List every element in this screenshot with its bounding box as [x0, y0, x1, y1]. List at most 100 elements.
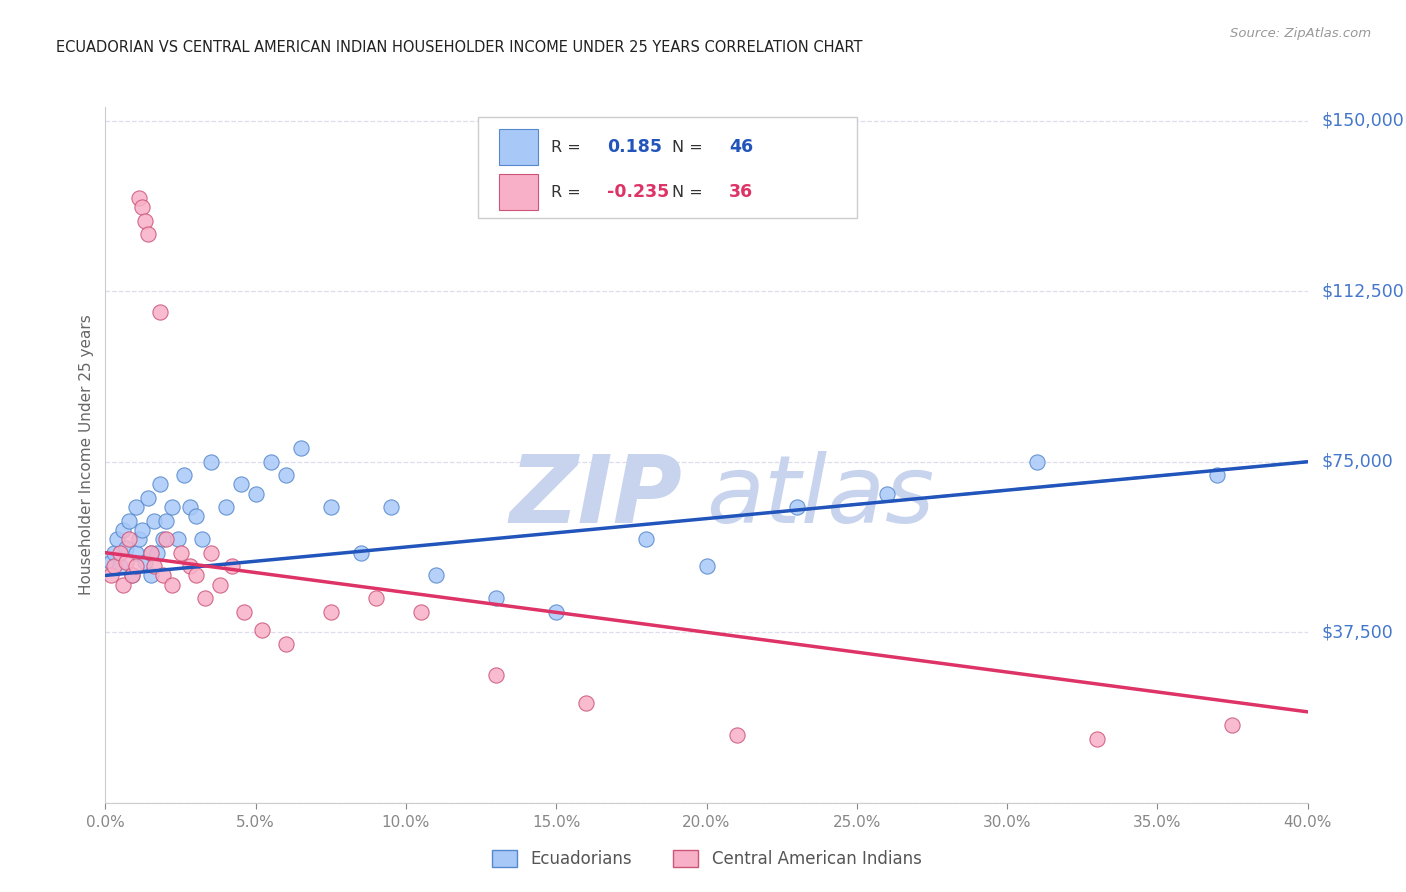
Point [274, 637, 297, 651]
Point [636, 532, 658, 546]
Point [229, 477, 252, 491]
Text: ECUADORIAN VS CENTRAL AMERICAN INDIAN HOUSEHOLDER INCOME UNDER 25 YEARS CORRELAT: ECUADORIAN VS CENTRAL AMERICAN INDIAN HO… [56, 40, 863, 55]
Text: -0.235: -0.235 [607, 184, 669, 202]
Text: $112,500: $112,500 [1322, 282, 1405, 301]
Point [232, 605, 254, 619]
Point [214, 500, 236, 515]
Point [200, 455, 222, 469]
Point [184, 568, 207, 582]
Text: atlas: atlas [707, 451, 935, 542]
Point [696, 559, 718, 574]
Point [128, 532, 150, 546]
Point [160, 500, 183, 515]
Text: N =: N = [672, 185, 707, 200]
Text: 46: 46 [730, 138, 754, 156]
Point [364, 591, 387, 606]
Text: 0.185: 0.185 [607, 138, 662, 156]
Point [208, 577, 231, 591]
Point [155, 514, 177, 528]
Point [100, 555, 122, 569]
Point [139, 568, 162, 582]
Point [139, 546, 162, 560]
Point [136, 227, 159, 242]
Point [100, 568, 122, 582]
Text: $150,000: $150,000 [1322, 112, 1405, 129]
Point [194, 591, 217, 606]
Point [128, 191, 150, 205]
FancyBboxPatch shape [478, 118, 856, 219]
Point [134, 555, 156, 569]
Point [173, 468, 195, 483]
Point [725, 728, 748, 742]
Point [425, 568, 447, 582]
Text: $75,000: $75,000 [1322, 453, 1393, 471]
Point [115, 555, 138, 569]
Text: ZIP: ZIP [509, 450, 682, 542]
Point [124, 559, 146, 574]
Point [152, 568, 174, 582]
Point [112, 577, 135, 591]
Point [110, 546, 132, 560]
FancyBboxPatch shape [499, 129, 538, 165]
Point [142, 514, 165, 528]
Point [148, 304, 170, 318]
Point [118, 532, 141, 546]
Point [184, 509, 207, 524]
Legend: Ecuadorians, Central American Indians: Ecuadorians, Central American Indians [485, 843, 928, 874]
Point [485, 591, 508, 606]
Point [155, 532, 177, 546]
Point [124, 546, 146, 560]
Point [245, 486, 267, 500]
Point [124, 500, 146, 515]
Point [131, 200, 153, 214]
Point [160, 577, 183, 591]
Point [115, 541, 138, 556]
Y-axis label: Householder Income Under 25 years: Householder Income Under 25 years [79, 315, 94, 595]
Point [350, 546, 373, 560]
Point [250, 623, 273, 637]
Point [112, 523, 135, 537]
Point [131, 523, 153, 537]
Point [319, 605, 342, 619]
FancyBboxPatch shape [499, 174, 538, 211]
Point [148, 477, 170, 491]
Point [1085, 732, 1108, 747]
Point [139, 546, 162, 560]
Point [103, 559, 125, 574]
Point [409, 605, 432, 619]
Text: Source: ZipAtlas.com: Source: ZipAtlas.com [1230, 27, 1371, 40]
Text: R =: R = [551, 185, 586, 200]
Point [290, 441, 312, 455]
Text: 36: 36 [730, 184, 754, 202]
Point [110, 559, 132, 574]
Point [169, 546, 191, 560]
Point [1026, 455, 1049, 469]
Point [380, 500, 402, 515]
Point [179, 559, 201, 574]
Point [1206, 468, 1229, 483]
Point [1222, 718, 1244, 732]
Point [145, 546, 167, 560]
Point [876, 486, 898, 500]
Point [118, 514, 141, 528]
Point [786, 500, 808, 515]
Point [179, 500, 201, 515]
Point [190, 532, 212, 546]
Point [485, 668, 508, 682]
Point [200, 546, 222, 560]
Point [136, 491, 159, 505]
Point [319, 500, 342, 515]
Point [260, 455, 283, 469]
Point [575, 696, 598, 710]
Point [107, 532, 129, 546]
Point [103, 546, 125, 560]
Point [142, 559, 165, 574]
Point [121, 568, 143, 582]
Point [166, 532, 188, 546]
Point [274, 468, 297, 483]
Text: N =: N = [672, 140, 707, 154]
Text: R =: R = [551, 140, 586, 154]
Point [546, 605, 568, 619]
Point [121, 568, 143, 582]
Text: $37,500: $37,500 [1322, 624, 1393, 641]
